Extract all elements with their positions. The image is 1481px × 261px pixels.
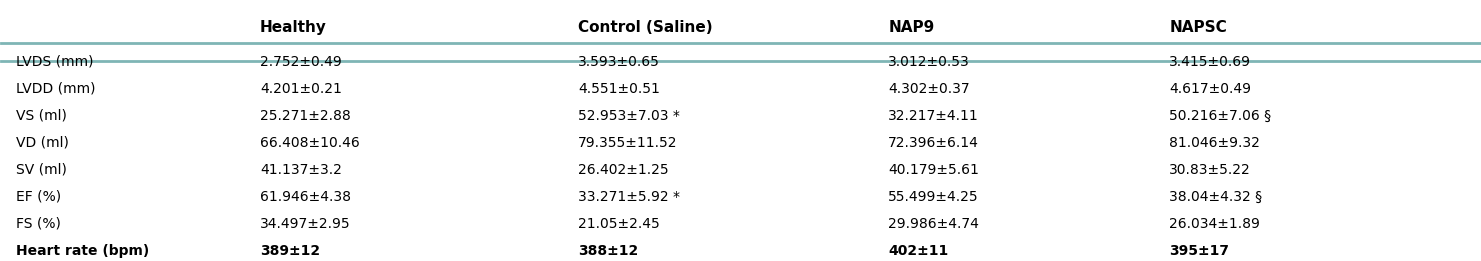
Text: 61.946±4.38: 61.946±4.38 <box>261 190 351 204</box>
Text: 3.415±0.69: 3.415±0.69 <box>1169 55 1251 69</box>
Text: LVDS (mm): LVDS (mm) <box>16 55 93 69</box>
Text: NAPSC: NAPSC <box>1169 20 1226 35</box>
Text: 72.396±6.14: 72.396±6.14 <box>889 136 979 150</box>
Text: 4.302±0.37: 4.302±0.37 <box>889 82 970 96</box>
Text: 52.953±7.03 *: 52.953±7.03 * <box>578 109 680 123</box>
Text: 21.05±2.45: 21.05±2.45 <box>578 217 659 231</box>
Text: 30.83±5.22: 30.83±5.22 <box>1169 163 1251 177</box>
Text: 2.752±0.49: 2.752±0.49 <box>261 55 342 69</box>
Text: 26.034±1.89: 26.034±1.89 <box>1169 217 1260 231</box>
Text: 40.179±5.61: 40.179±5.61 <box>889 163 979 177</box>
Text: 55.499±4.25: 55.499±4.25 <box>889 190 979 204</box>
Text: 25.271±2.88: 25.271±2.88 <box>261 109 351 123</box>
Text: 33.271±5.92 *: 33.271±5.92 * <box>578 190 680 204</box>
Text: 402±11: 402±11 <box>889 244 948 258</box>
Text: 79.355±11.52: 79.355±11.52 <box>578 136 677 150</box>
Text: VS (ml): VS (ml) <box>16 109 67 123</box>
Text: VD (ml): VD (ml) <box>16 136 70 150</box>
Text: 50.216±7.06 §: 50.216±7.06 § <box>1169 109 1271 123</box>
Text: 389±12: 389±12 <box>261 244 320 258</box>
Text: 26.402±1.25: 26.402±1.25 <box>578 163 668 177</box>
Text: 41.137±3.2: 41.137±3.2 <box>261 163 342 177</box>
Text: 395±17: 395±17 <box>1169 244 1229 258</box>
Text: SV (ml): SV (ml) <box>16 163 67 177</box>
Text: Heart rate (bpm): Heart rate (bpm) <box>16 244 150 258</box>
Text: 38.04±4.32 §: 38.04±4.32 § <box>1169 190 1262 204</box>
Text: 3.012±0.53: 3.012±0.53 <box>889 55 970 69</box>
Text: NAP9: NAP9 <box>889 20 935 35</box>
Text: 3.593±0.65: 3.593±0.65 <box>578 55 659 69</box>
Text: 32.217±4.11: 32.217±4.11 <box>889 109 979 123</box>
Text: 388±12: 388±12 <box>578 244 638 258</box>
Text: Healthy: Healthy <box>261 20 327 35</box>
Text: FS (%): FS (%) <box>16 217 61 231</box>
Text: 66.408±10.46: 66.408±10.46 <box>261 136 360 150</box>
Text: 81.046±9.32: 81.046±9.32 <box>1169 136 1260 150</box>
Text: 4.617±0.49: 4.617±0.49 <box>1169 82 1251 96</box>
Text: 34.497±2.95: 34.497±2.95 <box>261 217 351 231</box>
Text: 4.551±0.51: 4.551±0.51 <box>578 82 659 96</box>
Text: 29.986±4.74: 29.986±4.74 <box>889 217 979 231</box>
Text: 4.201±0.21: 4.201±0.21 <box>261 82 342 96</box>
Text: LVDD (mm): LVDD (mm) <box>16 82 96 96</box>
Text: EF (%): EF (%) <box>16 190 61 204</box>
Text: Control (Saline): Control (Saline) <box>578 20 712 35</box>
